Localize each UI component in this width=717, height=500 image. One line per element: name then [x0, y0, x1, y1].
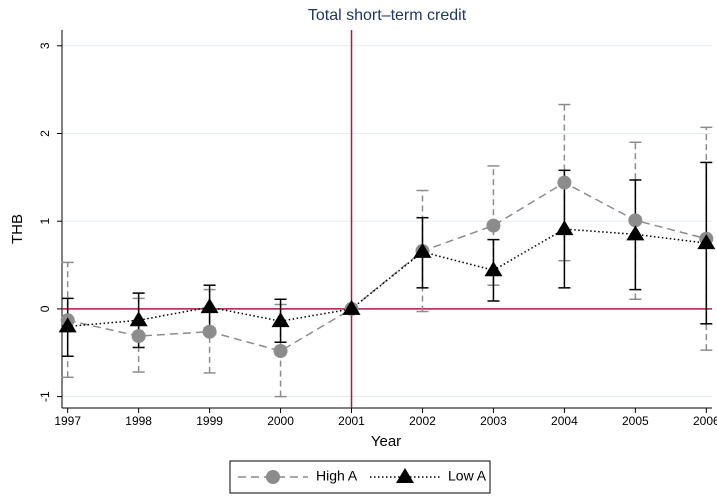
- x-tick-label: 2000: [267, 414, 294, 428]
- marker: [58, 317, 77, 333]
- y-tick-label: -1: [38, 391, 52, 402]
- legend-label: High A: [316, 468, 358, 484]
- chart-title: Total short–term credit: [308, 7, 467, 24]
- marker: [271, 312, 290, 328]
- marker: [413, 242, 432, 258]
- y-tick-label: 3: [38, 42, 52, 49]
- marker: [555, 220, 574, 236]
- series-line: [67, 228, 707, 328]
- series-line: [67, 181, 707, 352]
- y-tick-label: 1: [38, 218, 52, 225]
- x-tick-label: 1998: [125, 414, 152, 428]
- marker: [697, 234, 716, 250]
- marker: [486, 218, 501, 233]
- marker: [200, 298, 219, 314]
- marker: [273, 343, 288, 358]
- marker: [484, 261, 503, 277]
- x-tick-label: 2003: [480, 414, 507, 428]
- x-tick-label: 2002: [409, 414, 436, 428]
- marker: [626, 225, 645, 241]
- y-axis-title: THB: [9, 214, 26, 244]
- y-tick-label: 2: [38, 130, 52, 137]
- legend-marker: [266, 470, 280, 484]
- marker: [628, 213, 643, 228]
- legend-label: Low A: [448, 468, 487, 484]
- y-tick-label: 0: [38, 305, 52, 312]
- marker: [129, 311, 148, 327]
- x-tick-label: 2005: [622, 414, 649, 428]
- marker: [557, 175, 572, 190]
- x-tick-label: 2006: [693, 414, 717, 428]
- x-tick-label: 1999: [196, 414, 223, 428]
- legend-marker: [396, 468, 414, 483]
- x-axis-title: Year: [371, 433, 401, 450]
- x-tick-label: 2001: [338, 414, 365, 428]
- marker: [131, 329, 146, 344]
- marker: [342, 299, 361, 315]
- marker: [202, 324, 217, 339]
- x-tick-label: 2004: [551, 414, 578, 428]
- x-tick-label: 1997: [54, 414, 81, 428]
